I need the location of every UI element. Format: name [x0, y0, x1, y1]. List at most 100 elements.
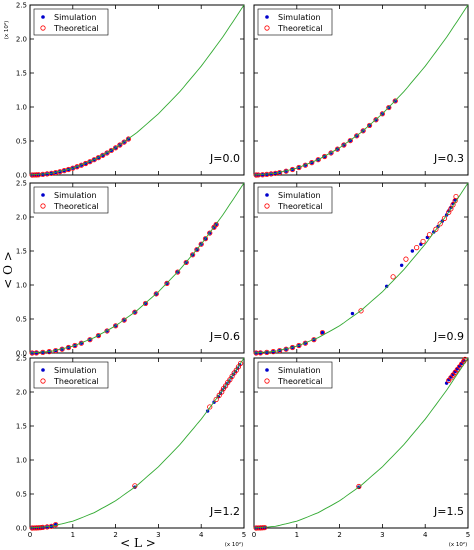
- theoretical-point: [360, 128, 366, 134]
- legend-marker-theoretical: [40, 203, 46, 209]
- legend-label-theoretical: Theoretical: [277, 377, 323, 386]
- theoretical-point: [104, 150, 110, 156]
- theoretical-point: [347, 137, 353, 144]
- j-value-label: J=0.0: [209, 152, 240, 165]
- theoretical-point: [441, 215, 448, 221]
- theoretical-point: [78, 162, 84, 168]
- theoretical-point: [121, 317, 127, 323]
- theoretical-point: [296, 342, 302, 349]
- y-tick-label: 2.0: [16, 214, 27, 222]
- theoretical-point: [104, 328, 110, 334]
- theoretical-point: [420, 238, 426, 245]
- simulation-point: [455, 367, 459, 371]
- theoretical-point: [91, 157, 97, 163]
- y-tick-label: 0.5: [16, 316, 27, 324]
- theoretical-point: [296, 164, 302, 171]
- theoretical-point: [390, 274, 396, 280]
- theoretical-point: [100, 152, 106, 158]
- legend-box: [257, 361, 333, 389]
- series-curve: [29, 4, 245, 176]
- theoretical-point: [216, 392, 222, 398]
- legend-label-simulation: Simulation: [54, 13, 97, 22]
- theoretical-point: [72, 342, 78, 349]
- theoretical-point: [190, 252, 196, 258]
- theoretical-point: [142, 300, 149, 307]
- x-tick-label: 1: [71, 531, 75, 539]
- legend-marker-theoretical: [264, 203, 270, 209]
- legend-box: [257, 8, 333, 36]
- theoretical-point: [95, 332, 102, 339]
- legend-marker-simulation: [41, 15, 45, 19]
- chart-panel-4: Simulation Theoretical J=0.9: [253, 182, 469, 356]
- theoretical-point: [373, 117, 379, 123]
- theoretical-point: [87, 337, 93, 343]
- simulation-point: [451, 372, 455, 377]
- series-curve: [253, 357, 469, 529]
- legend-label-theoretical: Theoretical: [53, 24, 99, 33]
- y-tick-label: 2.5: [16, 355, 27, 363]
- theoretical-point: [164, 280, 170, 286]
- theoretical-point: [414, 245, 420, 251]
- legend-label-simulation: Simulation: [278, 366, 321, 375]
- j-value-label: J=0.3: [433, 152, 464, 165]
- theoretical-point: [153, 291, 159, 297]
- theoretical-point: [322, 153, 328, 160]
- y-tick-label: 1.5: [16, 423, 27, 431]
- x-scale-note: (x 10²): [225, 541, 244, 548]
- legend-label-theoretical: Theoretical: [277, 202, 323, 211]
- simulation-point: [320, 330, 325, 335]
- legend-box: [257, 186, 333, 214]
- theoretical-point: [315, 157, 321, 163]
- theoretical-point: [366, 122, 373, 129]
- y-tick-label: 2.0: [16, 389, 27, 397]
- y-tick-label: 0.0: [16, 172, 27, 180]
- y-tick-label: 0.0: [16, 525, 27, 533]
- simulation-point: [350, 311, 355, 316]
- legend-box: [33, 186, 109, 214]
- x-tick-label: 0: [28, 531, 32, 539]
- theoretical-point: [450, 202, 456, 208]
- y-tick-label: 2.0: [16, 36, 27, 44]
- x-tick-label: 3: [156, 531, 160, 539]
- theoretical-point: [213, 221, 219, 228]
- legend-marker-simulation: [41, 368, 45, 372]
- theoretical-point: [78, 340, 84, 346]
- theoretical-point: [198, 241, 204, 247]
- simulation-point: [399, 263, 404, 267]
- theoretical-point: [433, 226, 439, 232]
- legend-marker-theoretical: [40, 25, 46, 31]
- theoretical-point: [183, 259, 189, 266]
- y-tick-label: 0.5: [16, 138, 27, 146]
- legend-box: [33, 361, 109, 389]
- x-tick-label: 4: [199, 531, 204, 539]
- legend-marker-simulation: [265, 193, 269, 197]
- theoretical-point: [311, 337, 317, 343]
- chart-panel-5: 0 1 2 3 4 5 0.0 0.5 1.0 1.5 2.0 2.5 Simulation Theore…: [16, 355, 246, 540]
- chart-panel-1: 0.0 0.5 1.0 1.5 2.0 2.5 Simulation Theoretical J…: [16, 2, 245, 180]
- theoretical-point: [207, 404, 213, 410]
- y-tick-label: 2.5: [16, 2, 27, 10]
- y-tick-label: 1.0: [16, 457, 27, 465]
- legend-marker-theoretical: [264, 25, 270, 31]
- x-tick-label: 2: [113, 531, 117, 539]
- j-value-label: J=1.2: [209, 505, 240, 518]
- theoretical-point: [175, 269, 181, 275]
- theoretical-point: [356, 483, 362, 490]
- y-scale-note: (x 10²): [3, 21, 10, 40]
- y-tick-label: 0.5: [16, 491, 27, 499]
- y-tick-label: 1.0: [16, 282, 27, 290]
- x-tick-label: 4: [423, 531, 428, 539]
- legend-label-theoretical: Theoretical: [53, 202, 99, 211]
- theoretical-point: [132, 309, 138, 315]
- series-curve: [29, 357, 245, 529]
- legend-marker-simulation: [265, 368, 269, 372]
- j-value-label: J=0.6: [209, 330, 240, 343]
- theoretical-point: [95, 154, 102, 161]
- simulation-point: [410, 249, 415, 253]
- theoretical-point: [207, 230, 213, 236]
- legend-marker-simulation: [41, 193, 45, 197]
- theoretical-point: [213, 396, 219, 403]
- theoretical-point: [392, 98, 398, 104]
- legend-label-simulation: Simulation: [54, 191, 97, 200]
- theoretical-point: [237, 360, 244, 367]
